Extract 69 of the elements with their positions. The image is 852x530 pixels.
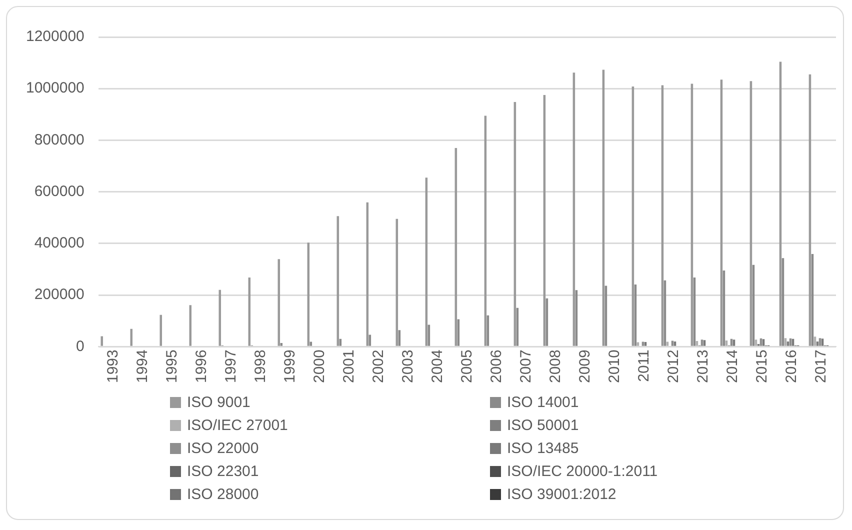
x-tick-label: 1994: [134, 350, 151, 384]
bar: [428, 324, 430, 346]
x-tick-label: 2007: [517, 350, 534, 384]
bar: [189, 305, 192, 346]
x-tick-label: 2005: [458, 350, 476, 384]
bar: [674, 341, 676, 346]
legend-label: ISO 28000: [187, 486, 259, 503]
bar: [130, 328, 132, 346]
legend-label: ISO/IEC 27001: [187, 417, 288, 434]
legend-label: ISO 9001: [187, 394, 250, 411]
legend-label: ISO 50001: [507, 417, 579, 434]
y-tick-label: 0: [76, 338, 84, 355]
bar: [821, 338, 824, 346]
bar: [725, 340, 728, 346]
x-tick-label: 2016: [782, 350, 800, 384]
x-tick-label: 2008: [546, 350, 564, 384]
x-tick-label: 2013: [694, 350, 712, 384]
bar: [732, 340, 736, 346]
bar: [762, 339, 765, 346]
legend-label: ISO 39001:2012: [507, 486, 616, 503]
bar: [703, 340, 706, 346]
y-tick-label: 600000: [34, 182, 84, 200]
bar: [786, 341, 790, 346]
x-tick-label: 2011: [635, 350, 652, 382]
x-tick-label: 1998: [252, 350, 269, 384]
x-tick-label: 2014: [724, 350, 741, 384]
bar: [160, 314, 162, 346]
x-tick-label: 2006: [488, 350, 505, 384]
legend-label: ISO/IEC 20000-1:2011: [507, 463, 658, 480]
x-tick-label: 1996: [192, 350, 210, 384]
x-tick-label: 2001: [340, 350, 358, 384]
x-tick-label: 1995: [163, 350, 180, 384]
x-tick-label: 2010: [606, 350, 623, 384]
y-tick-label: 400000: [34, 234, 84, 252]
bar: [696, 340, 698, 346]
legend-label: ISO 13485: [507, 440, 579, 457]
x-tick-label: 2012: [664, 350, 682, 384]
x-tick-label: 2017: [812, 350, 830, 384]
x-tick-label: 1997: [222, 350, 240, 384]
x-tick-label: 1993: [104, 350, 122, 384]
bar: [280, 343, 283, 346]
bar: [818, 338, 822, 346]
bar: [644, 342, 647, 346]
bar: [816, 341, 819, 346]
legend-label: ISO 14001: [507, 394, 579, 411]
bar: [100, 336, 103, 346]
bar: [700, 340, 704, 346]
y-tick-label: 800000: [34, 131, 84, 148]
x-tick-label: 2004: [428, 350, 446, 384]
y-tick-label: 1200000: [26, 28, 84, 46]
bar: [310, 342, 312, 346]
bar: [671, 340, 674, 346]
bar: [754, 340, 758, 346]
x-tick-label: 2000: [310, 350, 328, 384]
bar: [814, 336, 816, 346]
x-tick-label: 1999: [281, 350, 298, 384]
bar: [784, 338, 787, 346]
y-tick-label: 200000: [34, 286, 84, 304]
y-tick-label: 1000000: [26, 80, 84, 97]
bar: [398, 330, 401, 346]
x-tick-label: 2015: [753, 350, 770, 384]
bar: [636, 342, 640, 346]
x-tick-label: 2009: [576, 350, 594, 384]
x-tick-label: 2003: [399, 350, 416, 384]
legend-label: ISO 22301: [187, 463, 259, 480]
bar: [666, 342, 669, 346]
bar: [642, 342, 644, 346]
legend-label: ISO 22000: [187, 440, 259, 457]
x-tick-label: 2002: [370, 350, 387, 384]
